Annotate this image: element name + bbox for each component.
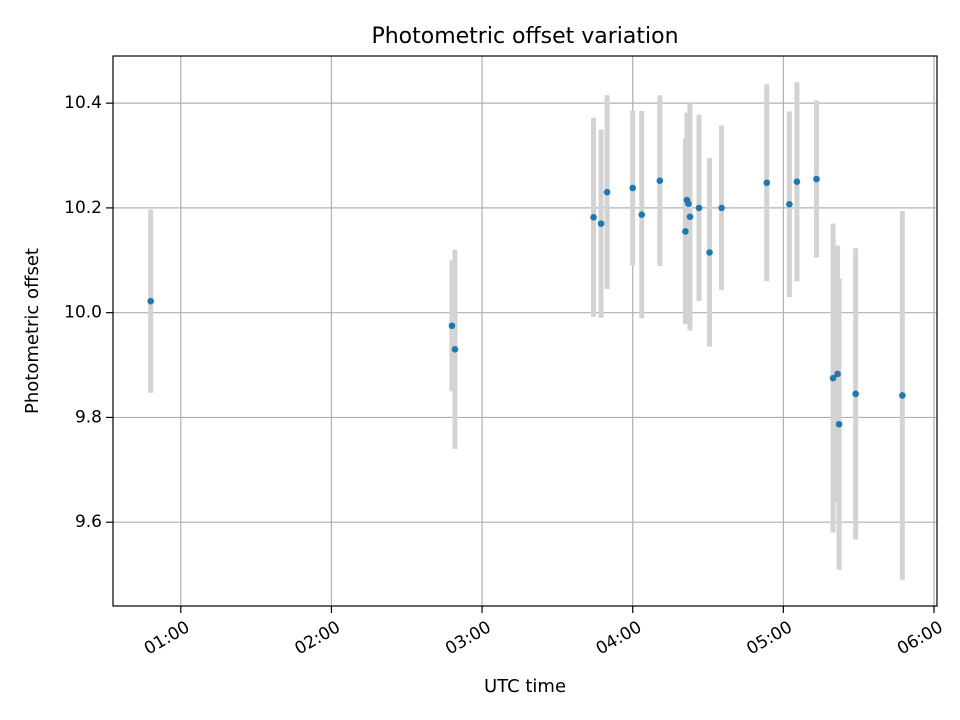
data-point bbox=[656, 177, 664, 184]
data-point bbox=[603, 188, 611, 196]
data-point bbox=[695, 204, 703, 212]
data-point bbox=[829, 374, 837, 382]
data-point bbox=[835, 420, 843, 428]
data-point bbox=[638, 211, 646, 219]
x-axis-label: UTC time bbox=[484, 676, 566, 697]
data-point bbox=[813, 175, 820, 183]
data-point bbox=[706, 249, 713, 256]
data-point bbox=[629, 184, 637, 192]
data-point bbox=[448, 322, 456, 330]
data-point bbox=[686, 213, 694, 221]
data-point bbox=[590, 214, 597, 221]
y-tick-label: 10.2 bbox=[64, 198, 102, 218]
data-point bbox=[786, 200, 793, 208]
data-point bbox=[718, 204, 725, 212]
y-axis-label: Photometric offset bbox=[22, 248, 43, 414]
data-point bbox=[852, 390, 859, 398]
data-point bbox=[147, 297, 154, 305]
data-point bbox=[451, 346, 459, 353]
data-points bbox=[147, 175, 906, 428]
y-tick-label: 9.8 bbox=[75, 407, 102, 427]
data-point bbox=[899, 392, 906, 399]
data-point bbox=[763, 179, 771, 187]
y-axis-ticks: 9.6 9.8 10.0 10.2 10.4 bbox=[64, 93, 113, 532]
data-point bbox=[685, 200, 692, 208]
y-tick-label: 9.6 bbox=[75, 512, 102, 532]
data-point bbox=[597, 220, 605, 227]
chart-title: Photometric offset variation bbox=[371, 24, 678, 49]
plot-area-frame bbox=[112, 55, 938, 607]
data-point bbox=[682, 228, 689, 235]
grid-lines bbox=[113, 56, 937, 606]
data-point bbox=[834, 370, 841, 378]
y-tick-label: 10.4 bbox=[64, 93, 102, 113]
y-tick-label: 10.0 bbox=[64, 303, 102, 323]
data-point bbox=[793, 178, 801, 186]
